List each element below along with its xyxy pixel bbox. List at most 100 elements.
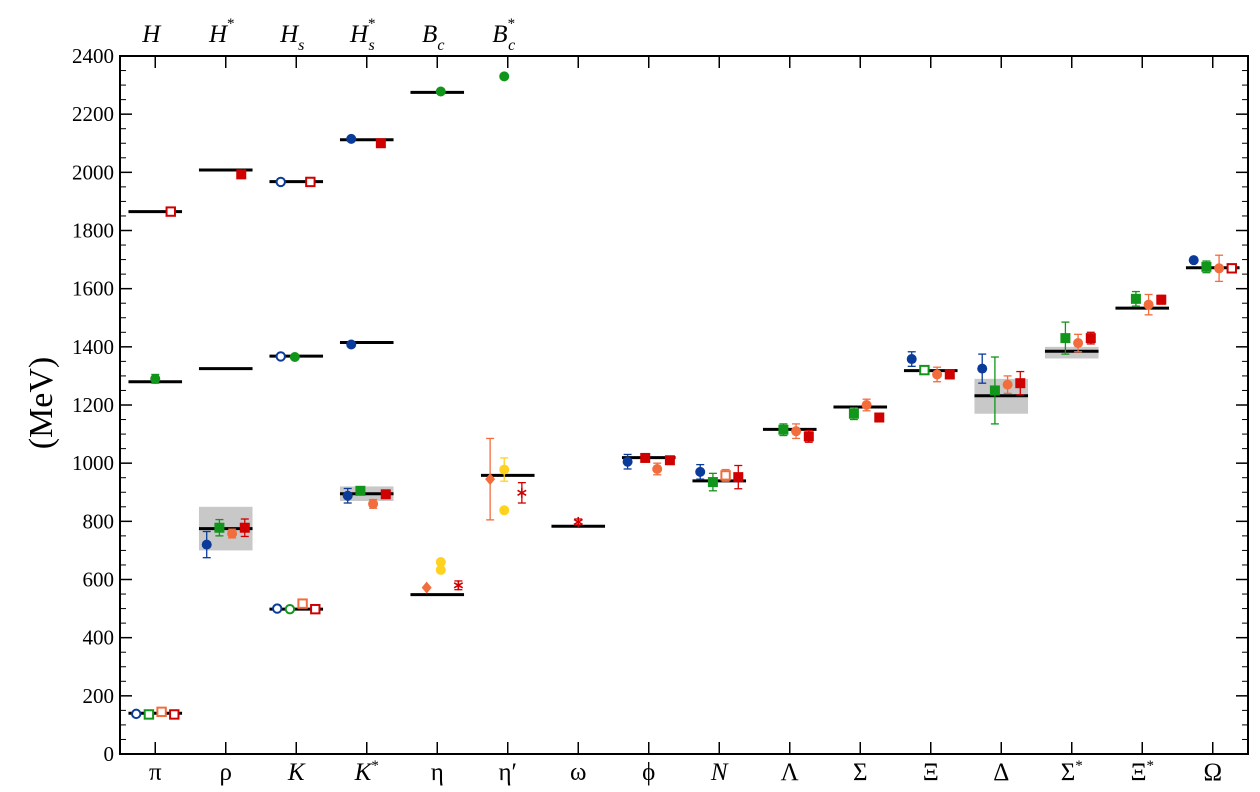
data-point-square [707, 477, 718, 488]
x-category-label: Ω [1203, 759, 1222, 786]
y-tick-label: 800 [83, 509, 115, 533]
data-point-open-square [1226, 263, 1237, 274]
data-point-circle [499, 464, 510, 475]
x-category-label: Σ* [1061, 758, 1083, 786]
data-point-circle [932, 369, 943, 380]
data-point-circle [861, 400, 872, 410]
x-category-label: N [710, 759, 729, 786]
data-point-square [664, 455, 675, 466]
data-point-circle [150, 373, 161, 384]
data-point-square [1201, 261, 1212, 272]
data-point-square [355, 485, 366, 496]
data-point-open-square [720, 470, 731, 481]
data-point-square [380, 489, 391, 500]
data-point-square [1156, 294, 1167, 305]
data-point-square [214, 522, 225, 533]
data-point-circle [435, 557, 446, 568]
data-point-square [874, 412, 885, 423]
y-tick-label: 600 [83, 568, 115, 592]
data-point-circle [1188, 255, 1199, 266]
asterisk-stroke [517, 489, 527, 497]
data-point-square [989, 385, 1000, 396]
data-point-circle [652, 463, 663, 474]
data-point-asterisk [573, 516, 583, 527]
data-point-open-square [305, 176, 316, 188]
data-point-square [1015, 378, 1026, 389]
data-point-circle [435, 86, 446, 97]
data-point-circle [1002, 379, 1013, 390]
data-point-circle [695, 466, 706, 477]
data-point-square [803, 431, 814, 442]
data-point-open-circle [272, 603, 283, 614]
data-point-circle [368, 498, 379, 509]
data-point-square [778, 424, 789, 435]
x-category-label: η [431, 759, 444, 786]
data-points [131, 71, 1237, 720]
top-label: B* c [492, 16, 515, 54]
x-category-label: Σ [853, 759, 868, 786]
y-tick-label: 0 [104, 742, 115, 766]
data-point-circle [1143, 299, 1154, 310]
data-point-circle [227, 528, 238, 539]
y-tick-label: 2400 [72, 44, 114, 68]
data-point-circle [346, 339, 357, 350]
data-point-square [848, 408, 859, 419]
x-category-label: ϕ [642, 759, 655, 786]
axis-labels: (MeV) 0 200 400 600 800 1000 1200 1400 1600 1800 2… [23, 16, 1222, 786]
data-point-circle [342, 490, 353, 501]
data-point-circle [791, 426, 802, 437]
data-point-circle [435, 564, 446, 575]
x-category-label: K* [354, 758, 379, 786]
data-point-square [1130, 293, 1141, 304]
top-label: H [141, 21, 162, 48]
data-point-open-square [919, 364, 930, 376]
data-point-open-square [156, 706, 167, 718]
data-point-open-square [310, 603, 321, 615]
data-point-open-circle [131, 708, 142, 720]
data-point-square [236, 169, 247, 180]
asterisk-stroke [573, 518, 583, 526]
top-label: H* s [349, 16, 376, 54]
data-point-circle [906, 354, 917, 365]
data-point-open-square [143, 709, 155, 720]
data-point-square [1060, 333, 1071, 344]
top-label: H* [208, 16, 235, 48]
data-point-square [640, 452, 651, 463]
data-point-square [733, 472, 744, 483]
x-category-label: η′ [498, 759, 517, 786]
asterisk-stroke [453, 582, 464, 589]
data-point-circle [499, 71, 510, 82]
data-point-open-square [169, 709, 180, 720]
y-tick-label: 200 [83, 684, 115, 708]
data-point-diamond [485, 473, 496, 486]
y-tick-label: 1800 [72, 219, 114, 243]
x-category-label: Δ [993, 759, 1009, 786]
top-label: Bc [422, 21, 444, 54]
x-category-label: ω [570, 759, 586, 786]
data-point-open-square [297, 598, 308, 609]
data-point-diamond [421, 581, 432, 594]
y-tick-label: 2200 [72, 102, 114, 126]
data-point-circle [1073, 338, 1084, 349]
data-point-open-circle [275, 351, 286, 362]
x-category-label: ρ [220, 759, 232, 786]
x-category-label: K [287, 759, 306, 786]
x-category-label: Ξ* [1130, 758, 1154, 786]
y-tick-label: 2000 [72, 160, 114, 184]
data-point-open-circle [275, 176, 286, 188]
y-tick-label: 400 [83, 626, 115, 650]
data-point-circle [499, 505, 510, 516]
y-tick-label: 1200 [72, 393, 114, 417]
data-point-circle [1214, 263, 1225, 274]
data-point-open-circle [284, 603, 296, 615]
data-point-open-square [165, 206, 176, 217]
data-point-square [1085, 333, 1096, 344]
data-point-asterisk [517, 487, 527, 498]
x-category-label: Ξ [923, 759, 939, 786]
top-label: Hs [279, 21, 304, 54]
x-category-label: Λ [781, 759, 799, 786]
experiment-bands [198, 346, 1099, 551]
data-point-circle [977, 363, 988, 374]
data-point-circle [346, 133, 357, 144]
